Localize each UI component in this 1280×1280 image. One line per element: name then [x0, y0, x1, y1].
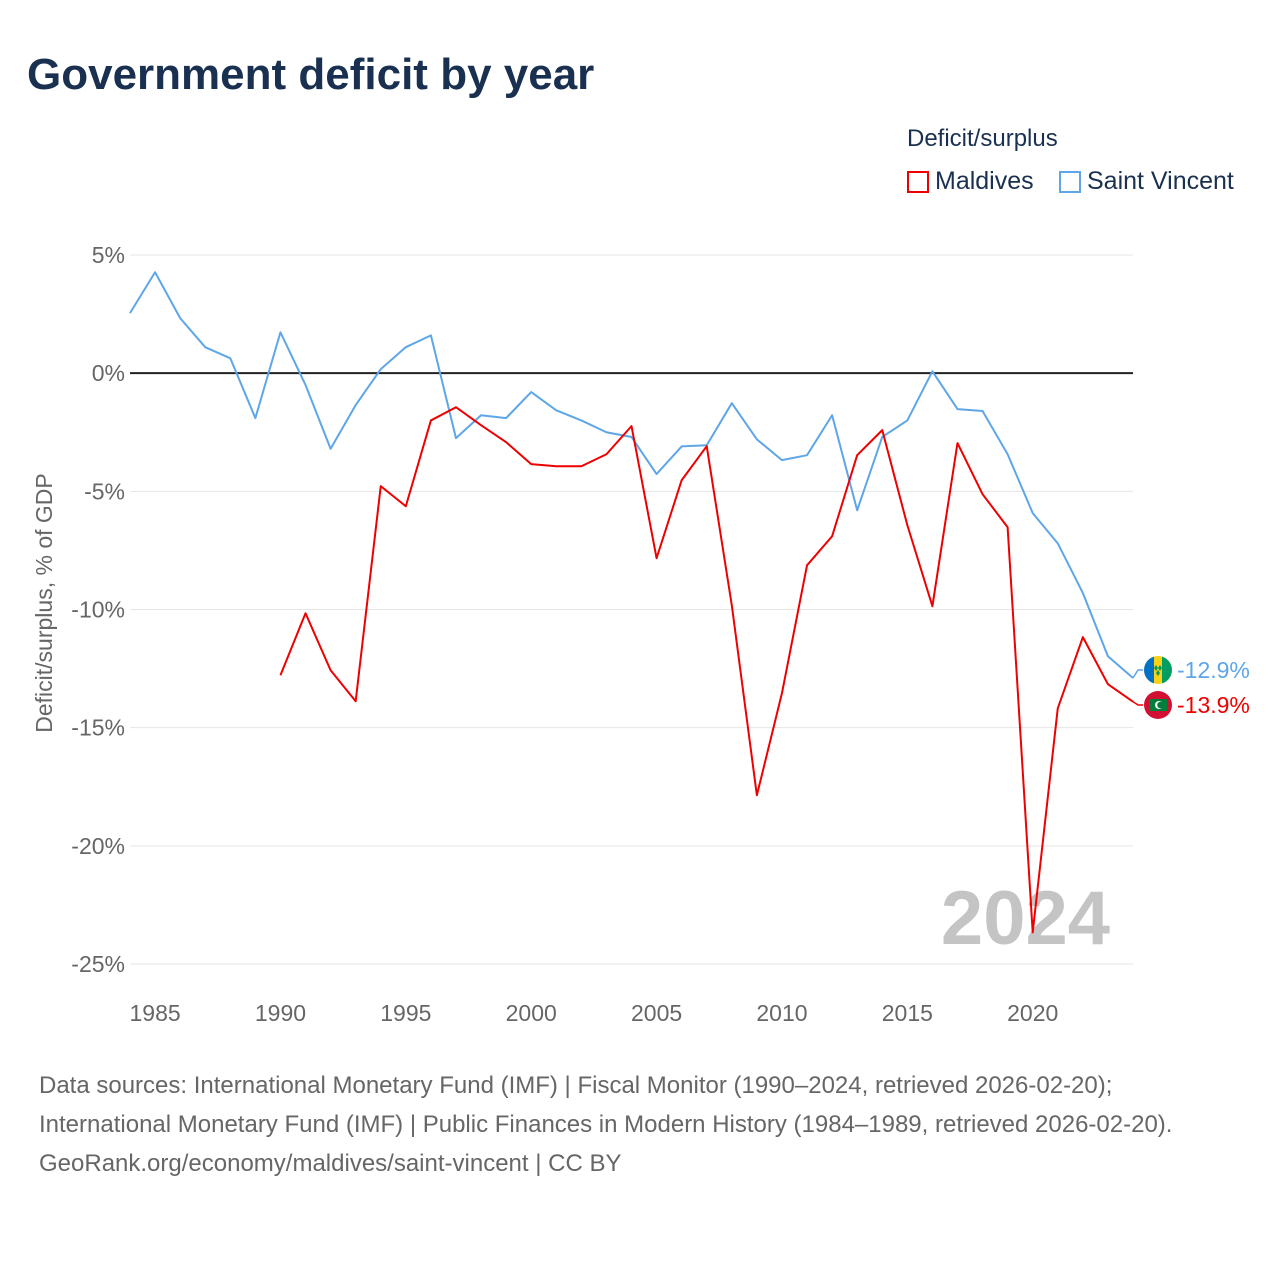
- y-tick-label: -10%: [71, 597, 125, 623]
- legend-title: Deficit/surplus: [907, 125, 1058, 152]
- source-link[interactable]: GeoRank.org/economy/maldives/saint-vince…: [39, 1150, 622, 1177]
- y-axis-label: Deficit/surplus, % of GDP: [31, 473, 57, 732]
- y-tick-label: -25%: [71, 951, 125, 977]
- source-text: Data sources: International Monetary Fun…: [39, 1072, 1173, 1138]
- legend-item-maldives[interactable]: Maldives: [907, 167, 1034, 196]
- maldives-flag-icon: [1157, 701, 1164, 709]
- x-tick-label: 1985: [129, 1000, 180, 1026]
- legend-swatch: [907, 170, 929, 193]
- x-tick-label: 1990: [255, 1000, 306, 1026]
- chart-title: Government deficit by year: [27, 50, 595, 99]
- saint-vincent-flag-icon: [1162, 656, 1172, 684]
- y-tick-label: -5%: [84, 478, 125, 504]
- x-tick-label: 1995: [380, 1000, 431, 1026]
- legend-label: Maldives: [935, 167, 1034, 195]
- legend-label: Saint Vincent: [1087, 167, 1234, 195]
- series-line-saint-vincent: [129, 271, 1134, 679]
- saint-vincent-flag-icon: [1144, 656, 1154, 684]
- saint-vincent-flag-icon: [1156, 670, 1160, 676]
- end-label-connector: [1132, 669, 1143, 679]
- plot-area: 2024 Deficit/surplus, % of GDP 5% 0% -5% -1…: [31, 242, 1250, 1026]
- x-tick-label: 2000: [506, 1000, 557, 1026]
- y-tick-label: 5%: [92, 242, 125, 268]
- end-value-label: -12.9%: [1177, 657, 1250, 683]
- legend-swatch: [1059, 170, 1081, 193]
- x-tick-label: 2010: [756, 1000, 807, 1026]
- saint-vincent-flag-icon: [1158, 665, 1162, 671]
- year-watermark: 2024: [941, 876, 1110, 961]
- x-tick-label: 2005: [631, 1000, 682, 1026]
- y-tick-label: -15%: [71, 715, 125, 741]
- x-tick-label: 2015: [882, 1000, 933, 1026]
- x-tick-label: 2020: [1007, 1000, 1058, 1026]
- end-label-connector: [1132, 701, 1143, 706]
- series-line-maldives: [279, 406, 1134, 934]
- source-note: Data sources: International Monetary Fun…: [39, 1066, 1239, 1183]
- saint-vincent-flag-icon: [1154, 665, 1158, 671]
- end-value-label: -13.9%: [1177, 692, 1250, 718]
- y-tick-label: 0%: [92, 360, 125, 386]
- legend-item-saint-vincent[interactable]: Saint Vincent: [1059, 167, 1234, 196]
- y-tick-label: -20%: [71, 833, 125, 859]
